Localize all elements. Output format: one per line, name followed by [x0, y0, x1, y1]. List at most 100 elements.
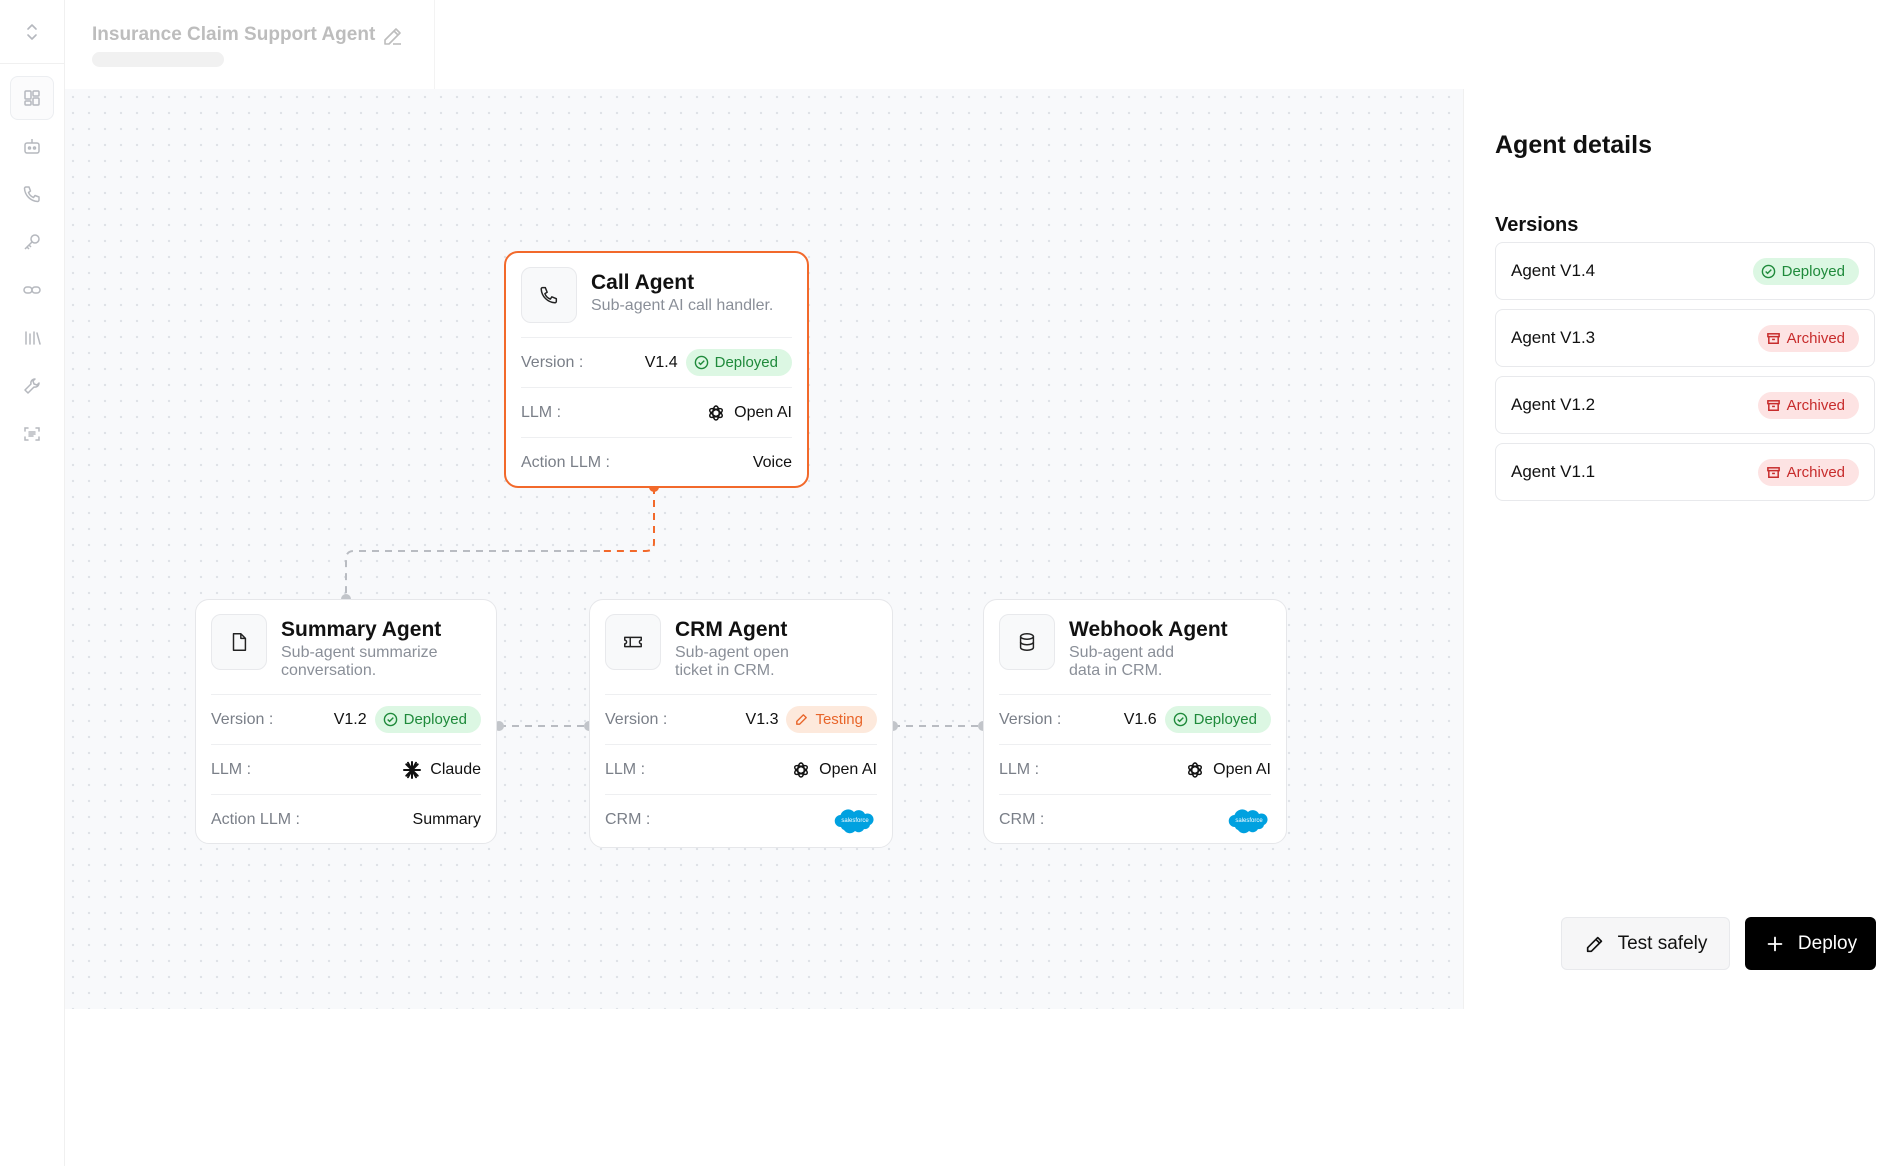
check-circle-icon	[383, 712, 397, 727]
version-value: V1.2	[333, 710, 367, 728]
call-agent-card[interactable]: Call Agent Sub-agent AI call handler. Ve…	[504, 251, 809, 488]
version-item[interactable]: Agent V1.4 Deployed	[1495, 242, 1875, 300]
sidebar-toggle[interactable]	[0, 0, 64, 64]
plus-icon	[1767, 936, 1783, 951]
action-llm-label: Action LLM :	[521, 454, 610, 471]
key-icon	[24, 234, 40, 250]
llm-row: LLM : Claude	[211, 745, 481, 795]
sidebar-item-tools[interactable]	[10, 364, 54, 408]
agent-name: CRM Agent	[675, 618, 788, 641]
version-label: Version :	[521, 353, 584, 371]
crm-agent-card[interactable]: CRM Agent Sub-agent open ticket in CRM. …	[589, 599, 893, 848]
check-circle-icon	[694, 355, 708, 370]
version-label: Version :	[605, 710, 668, 728]
sidebar-item-dashboard[interactable]	[10, 76, 54, 120]
openai-icon	[709, 404, 724, 421]
sidebar-item-agents[interactable]	[10, 124, 54, 168]
crm-row: CRM : salesforce	[999, 795, 1271, 845]
sidebar-item-analytics[interactable]	[10, 316, 54, 360]
versions-heading: Versions	[1495, 214, 1579, 236]
page-header: Insurance Claim Support Agent	[65, 0, 435, 89]
database-icon	[1019, 633, 1035, 651]
phone-icon	[23, 186, 40, 203]
status-text: Deployed	[1781, 262, 1845, 280]
workflow-canvas[interactable]	[65, 89, 1463, 1009]
llm-value: Open AI	[1213, 760, 1271, 778]
card-icon-box	[211, 614, 267, 670]
version-row: Version : V1.6 Deployed	[999, 695, 1271, 745]
version-name: Agent V1.1	[1511, 462, 1596, 481]
ticket-icon	[624, 636, 642, 648]
sidebar-item-keys[interactable]	[10, 220, 54, 264]
card-icon-box	[605, 614, 661, 670]
version-value: V1.3	[745, 710, 779, 728]
llm-label: LLM :	[999, 760, 1040, 778]
card-header: Call Agent Sub-agent AI call handler.	[521, 267, 792, 338]
llm-value: Open AI	[819, 760, 877, 778]
analytics-icon	[25, 331, 41, 345]
svg-text:salesforce: salesforce	[841, 818, 869, 824]
scan-icon	[24, 427, 40, 441]
sidebar-item-calls[interactable]	[10, 172, 54, 216]
panel-title: Agent details	[1495, 131, 1652, 159]
claude-icon	[403, 760, 422, 779]
version-row: Version : V1.2 Deployed	[211, 695, 481, 745]
archive-icon	[1766, 332, 1780, 344]
agent-description: Sub-agent add data in CRM.	[1069, 644, 1174, 679]
test-safely-label: Test safely	[1617, 932, 1708, 954]
version-value: V1.6	[1123, 710, 1157, 728]
llm-label: LLM :	[605, 760, 646, 778]
status-text: Deployed	[403, 711, 467, 728]
status-badge: Deployed	[1752, 257, 1859, 285]
action-llm-row: Action LLM : Voice	[521, 438, 792, 488]
version-item[interactable]: Agent V1.1 Archived	[1495, 443, 1875, 501]
version-name: Agent V1.4	[1511, 261, 1596, 280]
chevron-up-down-icon	[27, 23, 37, 40]
status-text: Deployed	[1193, 711, 1257, 728]
agent-description: Sub-agent open ticket in CRM.	[675, 644, 789, 679]
webhook-agent-card[interactable]: Webhook Agent Sub-agent add data in CRM.…	[983, 599, 1287, 844]
agent-description: Sub-agent AI call handler.	[591, 297, 774, 314]
dashboard-icon	[24, 90, 40, 106]
agent-name: Call Agent	[591, 271, 695, 294]
action-llm-row: Action LLM : Summary	[211, 795, 481, 845]
version-value: V1.4	[644, 353, 678, 371]
page-title: Insurance Claim Support Agent	[92, 24, 376, 45]
deploy-button[interactable]: Deploy	[1745, 917, 1876, 970]
status-text: Archived	[1786, 463, 1845, 481]
version-item[interactable]: Agent V1.3 Archived	[1495, 309, 1875, 367]
sidebar-item-scan[interactable]	[10, 412, 54, 456]
status-badge: Testing	[786, 706, 877, 733]
check-circle-icon	[1173, 712, 1187, 727]
status-text: Deployed	[714, 354, 778, 371]
version-label: Version :	[211, 710, 274, 728]
openai-icon	[794, 761, 809, 778]
card-icon-box	[521, 267, 577, 323]
summary-agent-card[interactable]: Summary Agent Sub-agent summarize conver…	[195, 599, 497, 844]
card-header: CRM Agent Sub-agent open ticket in CRM.	[605, 614, 877, 695]
agent-name: Webhook Agent	[1069, 618, 1228, 641]
sidebar	[0, 0, 65, 1166]
check-circle-icon	[1761, 264, 1775, 278]
crm-label: CRM :	[605, 811, 651, 828]
crm-label: CRM :	[999, 811, 1045, 828]
version-row: Version : V1.3 Testing	[605, 695, 877, 745]
status-badge: Deployed	[374, 706, 481, 733]
version-row: Version : V1.4 Deployed	[521, 338, 792, 388]
status-badge: Deployed	[685, 349, 792, 376]
llm-label: LLM :	[521, 403, 562, 421]
bot-icon	[24, 139, 40, 154]
llm-value: Claude	[430, 760, 481, 778]
card-icon-box	[999, 614, 1055, 670]
test-safely-button[interactable]: Test safely	[1561, 917, 1730, 970]
edit-icon[interactable]	[381, 24, 405, 48]
status-badge: Archived	[1757, 391, 1859, 419]
llm-label: LLM :	[211, 760, 252, 778]
sidebar-item-integrations[interactable]	[10, 268, 54, 312]
action-llm-label: Action LLM :	[211, 811, 300, 828]
deploy-label: Deploy	[1797, 932, 1858, 954]
svg-text:salesforce: salesforce	[1235, 818, 1263, 824]
archive-icon	[1766, 466, 1780, 478]
version-item[interactable]: Agent V1.2 Archived	[1495, 376, 1875, 434]
archive-icon	[1766, 399, 1780, 411]
